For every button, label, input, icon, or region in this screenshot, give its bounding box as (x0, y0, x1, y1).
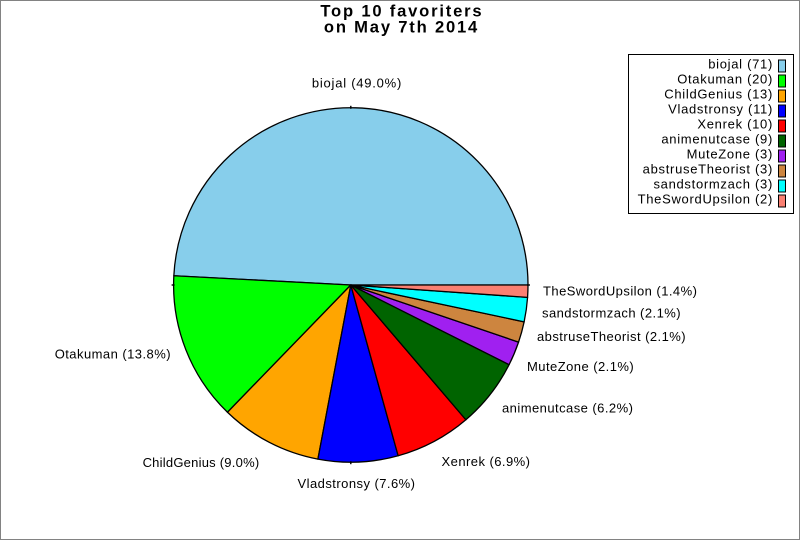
svg-text:TheSwordUpsilon (1.4%): TheSwordUpsilon (1.4%) (543, 284, 697, 299)
svg-text:abstruseTheorist (3): abstruseTheorist (3) (643, 162, 773, 177)
svg-text:TheSwordUpsilon (2): TheSwordUpsilon (2) (638, 192, 773, 207)
svg-text:abstruseTheorist (2.1%): abstruseTheorist (2.1%) (537, 329, 686, 344)
svg-text:animenutcase (6.2%): animenutcase (6.2%) (502, 401, 633, 416)
svg-text:Otakuman (13.8%): Otakuman (13.8%) (55, 347, 171, 362)
svg-text:sandstormzach (2.1%): sandstormzach (2.1%) (542, 306, 681, 321)
svg-text:Xenrek (10): Xenrek (10) (697, 117, 773, 132)
svg-text:Vladstronsy (11): Vladstronsy (11) (668, 102, 773, 117)
svg-text:Vladstronsy (7.6%): Vladstronsy (7.6%) (298, 476, 416, 491)
svg-text:ChildGenius (9.0%): ChildGenius (9.0%) (143, 455, 260, 470)
svg-text:animenutcase (9): animenutcase (9) (661, 132, 773, 147)
svg-text:Otakuman (20): Otakuman (20) (677, 72, 773, 87)
svg-text:biojal (71): biojal (71) (708, 57, 773, 72)
svg-text:Top 10 favoriters: Top 10 favoriters (320, 2, 483, 21)
svg-text:ChildGenius (13): ChildGenius (13) (664, 87, 773, 102)
svg-text:sandstormzach (3): sandstormzach (3) (653, 177, 773, 192)
svg-text:Xenrek (6.9%): Xenrek (6.9%) (442, 454, 531, 469)
svg-text:on May 7th 2014: on May 7th 2014 (324, 18, 479, 37)
svg-text:MuteZone (3): MuteZone (3) (687, 147, 773, 162)
svg-text:biojal (49.0%): biojal (49.0%) (312, 76, 402, 91)
svg-text:MuteZone (2.1%): MuteZone (2.1%) (527, 359, 634, 374)
